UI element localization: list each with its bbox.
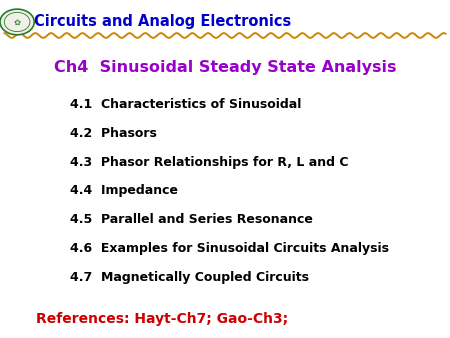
Text: 4.5  Parallel and Series Resonance: 4.5 Parallel and Series Resonance bbox=[70, 213, 313, 226]
Text: 4.7  Magnetically Coupled Circuits: 4.7 Magnetically Coupled Circuits bbox=[70, 271, 309, 284]
Circle shape bbox=[0, 9, 34, 35]
Text: 4.2  Phasors: 4.2 Phasors bbox=[70, 127, 157, 140]
Text: Circuits and Analog Electronics: Circuits and Analog Electronics bbox=[34, 15, 291, 29]
Text: ✿: ✿ bbox=[14, 18, 21, 26]
Text: 4.3  Phasor Relationships for R, L and C: 4.3 Phasor Relationships for R, L and C bbox=[70, 156, 348, 169]
Text: 4.4  Impedance: 4.4 Impedance bbox=[70, 185, 178, 197]
Text: 4.1  Characteristics of Sinusoidal: 4.1 Characteristics of Sinusoidal bbox=[70, 98, 301, 111]
Text: 4.6  Examples for Sinusoidal Circuits Analysis: 4.6 Examples for Sinusoidal Circuits Ana… bbox=[70, 242, 389, 255]
Text: References: Hayt-Ch7; Gao-Ch3;: References: Hayt-Ch7; Gao-Ch3; bbox=[36, 312, 288, 327]
Text: Ch4  Sinusoidal Steady State Analysis: Ch4 Sinusoidal Steady State Analysis bbox=[54, 60, 396, 75]
